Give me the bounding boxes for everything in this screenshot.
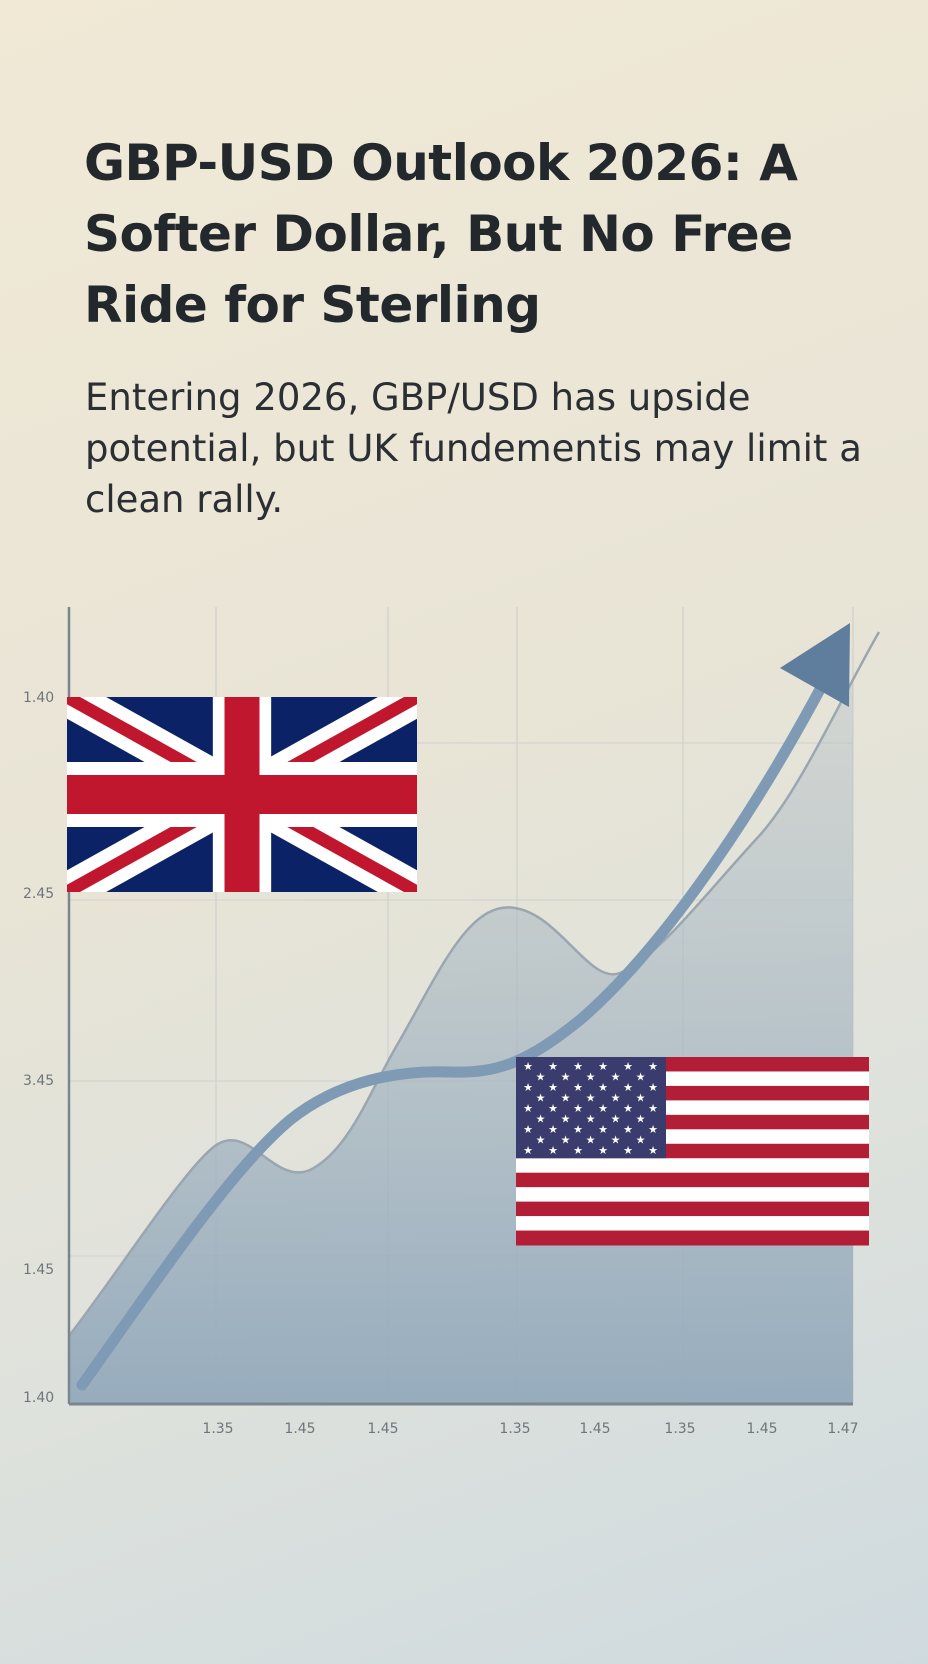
star-icon: ★	[586, 1072, 596, 1084]
star-icon: ★	[623, 1103, 633, 1115]
x-tick-label: 1.45	[579, 1421, 610, 1437]
star-icon: ★	[648, 1061, 658, 1073]
star-icon: ★	[536, 1093, 546, 1105]
y-tick-label: 1.45	[23, 1262, 54, 1278]
us-flag-stripe	[516, 1230, 869, 1246]
star-icon: ★	[611, 1072, 621, 1084]
price-line	[68, 631, 881, 1337]
star-icon: ★	[561, 1093, 571, 1105]
star-icon: ★	[548, 1145, 558, 1157]
x-tick-label: 1.35	[499, 1421, 530, 1437]
star-icon: ★	[623, 1124, 633, 1136]
star-icon: ★	[586, 1093, 596, 1105]
star-icon: ★	[648, 1145, 658, 1157]
star-icon: ★	[636, 1072, 646, 1084]
star-icon: ★	[586, 1135, 596, 1147]
star-icon: ★	[548, 1103, 558, 1115]
star-icon: ★	[536, 1072, 546, 1084]
star-icon: ★	[573, 1082, 583, 1094]
x-tick-label: 1.47	[827, 1421, 858, 1437]
us-flag-stripe	[516, 1158, 869, 1174]
star-icon: ★	[523, 1103, 533, 1115]
y-tick-label: 2.45	[23, 886, 54, 902]
uk-flag	[67, 697, 417, 892]
us-flag-stripe	[516, 1172, 869, 1188]
page-title: GBP-USD Outlook 2026: A Softer Dollar, B…	[84, 134, 798, 334]
star-icon: ★	[573, 1061, 583, 1073]
star-icon: ★	[523, 1145, 533, 1157]
star-icon: ★	[523, 1082, 533, 1094]
star-icon: ★	[573, 1124, 583, 1136]
star-icon: ★	[598, 1145, 608, 1157]
star-icon: ★	[548, 1082, 558, 1094]
star-icon: ★	[561, 1135, 571, 1147]
us-flag-canton	[516, 1057, 666, 1159]
y-tick-label: 1.40	[23, 690, 54, 706]
star-icon: ★	[548, 1124, 558, 1136]
star-icon: ★	[623, 1145, 633, 1157]
star-icon: ★	[636, 1114, 646, 1126]
x-tick-label: 1.35	[664, 1421, 695, 1437]
star-icon: ★	[561, 1114, 571, 1126]
page-subtitle: Entering 2026, GBP/USD has upside potent…	[85, 376, 862, 521]
trend-arrow	[76, 674, 831, 1391]
star-icon: ★	[648, 1103, 658, 1115]
arrow-head-icon	[780, 623, 850, 707]
star-icon: ★	[573, 1145, 583, 1157]
x-tick-label: 1.45	[367, 1421, 398, 1437]
us-flag-stripe	[516, 1216, 869, 1232]
star-icon: ★	[611, 1093, 621, 1105]
x-tick-label: 1.35	[202, 1421, 233, 1437]
y-tick-label: 3.45	[23, 1073, 54, 1089]
star-icon: ★	[623, 1061, 633, 1073]
star-icon: ★	[636, 1135, 646, 1147]
star-icon: ★	[648, 1124, 658, 1136]
star-icon: ★	[548, 1061, 558, 1073]
star-icon: ★	[561, 1072, 571, 1084]
us-flag: ★ ★ ★ ★ ★ ★★ ★ ★ ★ ★★ ★ ★ ★ ★ ★★ ★ ★ ★ ★★ ★ ★ ★ ★ ★★ ★ ★ ★ ★★ ★ ★ ★ ★ ★★…	[516, 1057, 869, 1246]
star-icon: ★	[573, 1103, 583, 1115]
star-icon: ★	[586, 1114, 596, 1126]
us-flag-stripe	[516, 1201, 869, 1217]
us-flag-stripe	[516, 1187, 869, 1203]
star-icon: ★	[523, 1124, 533, 1136]
star-icon: ★	[611, 1114, 621, 1126]
star-icon: ★	[598, 1124, 608, 1136]
star-icon: ★	[648, 1082, 658, 1094]
star-icon: ★	[598, 1103, 608, 1115]
star-icon: ★	[623, 1082, 633, 1094]
x-tick-label: 1.45	[284, 1421, 315, 1437]
y-tick-label: 1.40	[23, 1390, 54, 1406]
star-icon: ★	[611, 1135, 621, 1147]
star-icon: ★	[598, 1061, 608, 1073]
x-tick-label: 1.45	[746, 1421, 777, 1437]
star-icon: ★	[636, 1093, 646, 1105]
star-icon: ★	[536, 1135, 546, 1147]
star-icon: ★	[598, 1082, 608, 1094]
star-icon: ★	[523, 1061, 533, 1073]
star-icon: ★	[536, 1114, 546, 1126]
